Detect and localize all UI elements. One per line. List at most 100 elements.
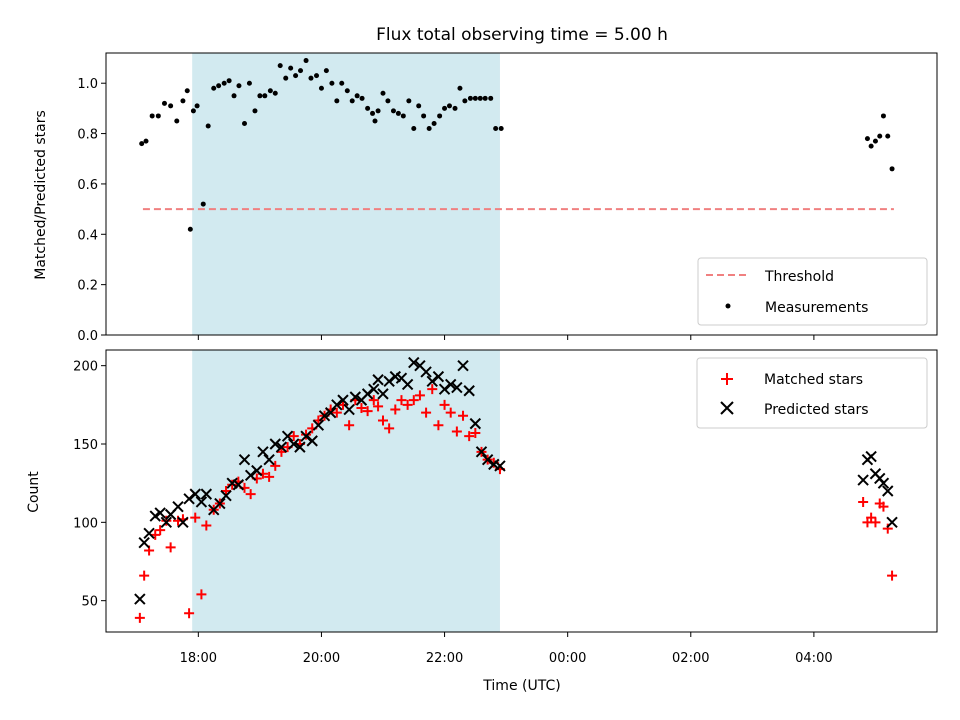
matched-star-point [445, 407, 456, 418]
top-y-tick-label: 0.6 [77, 178, 98, 193]
measurement-point [187, 226, 193, 232]
measurement-point [359, 95, 365, 101]
measurement-point [143, 138, 149, 144]
predicted-star-point [275, 441, 288, 453]
measurement-point [452, 105, 458, 111]
top-y-tick-label: 0.8 [77, 128, 98, 143]
measurement-point [349, 98, 355, 104]
predicted-star-point [281, 430, 294, 442]
measurement-point [236, 83, 242, 89]
matched-star-point [439, 399, 450, 410]
measurement-point [139, 141, 145, 147]
measurement-point [242, 121, 247, 126]
predicted-star-point [177, 516, 189, 529]
matched-star-point [270, 460, 281, 471]
x-tick-label: 02:00 [672, 651, 709, 666]
x-tick-label: 20:00 [303, 651, 340, 666]
predicted-star-point [361, 388, 374, 400]
measurement-point [354, 93, 360, 99]
predicted-star-point [882, 485, 894, 497]
measurement-point [477, 95, 483, 101]
measurement-point [372, 118, 378, 124]
bottom-legend-box [696, 357, 928, 429]
measurement-point [365, 105, 371, 111]
predicted-star-point [312, 419, 325, 431]
predicted-star-point [377, 388, 389, 400]
predicted-star-point [865, 450, 877, 463]
predicted-star-point [475, 446, 488, 458]
matched-star-point [464, 431, 475, 442]
predicted-star-point [288, 438, 300, 450]
measurement-point [226, 78, 232, 84]
measurement-point [298, 68, 304, 74]
measurement-point [246, 80, 252, 86]
measurement-point [231, 93, 237, 99]
matched-star-point [373, 401, 384, 412]
measurement-point [406, 98, 412, 104]
predicted-star-point [445, 378, 457, 391]
measurement-point [283, 75, 289, 81]
matched-star-point [155, 525, 166, 536]
predicted-star-point [857, 474, 869, 486]
measurement-point [277, 63, 283, 69]
measurement-point [184, 88, 190, 94]
matched-star-point [433, 420, 444, 431]
top-y-axis-label: Matched/Predicted stars [33, 110, 49, 280]
x-tick-label: 00:00 [549, 651, 586, 666]
top-y-tick-label: 0.2 [77, 279, 98, 294]
bottom-y-axis-label: Count [26, 471, 42, 513]
matched-star-point [368, 395, 379, 406]
measurement-point [314, 73, 320, 79]
predicted-star-point [160, 516, 173, 529]
top-y-tick-label: 1.0 [77, 77, 98, 92]
measurement-point [488, 95, 494, 101]
measurement-point [174, 118, 180, 124]
measurement-point [303, 58, 309, 64]
bottom-axis-ticks: 50 100 150 200 18:00 20:00 22:00 00:00 02:00 04:0… [73, 360, 832, 666]
measurement-point [194, 103, 200, 109]
predicted-star-point [349, 391, 362, 403]
measurement-point [211, 85, 217, 91]
measurement-point [880, 113, 886, 119]
matched-star-point [408, 395, 419, 406]
predicted-star-point [172, 500, 184, 513]
predicted-star-point [469, 417, 482, 430]
predicted-star-point [195, 496, 208, 508]
matched-star-point [451, 426, 462, 437]
predicted-star-point [232, 479, 245, 491]
measurement-point [252, 108, 258, 114]
measurement-point [482, 95, 488, 101]
matched-star-point [196, 589, 207, 600]
measurement-point [872, 138, 878, 144]
bottom-observing-span [192, 350, 500, 632]
chart-title: Flux total observing time = 5.00 h [376, 25, 668, 45]
predicted-star-point [337, 394, 349, 406]
measurement-point [339, 80, 345, 86]
measurement-point [400, 113, 406, 119]
bottom-y-tick-label: 100 [73, 516, 98, 531]
predicted-star-point [886, 516, 898, 529]
top-axis-ticks: 0.0 0.2 0.4 0.6 0.8 1.0 [77, 77, 815, 344]
x-tick-label: 22:00 [426, 651, 463, 666]
measurement-point [457, 85, 463, 91]
measurement-point [293, 73, 299, 79]
matched-star-point [427, 384, 438, 395]
top-legend: Threshold Measurements [697, 257, 928, 326]
measurement-point [493, 126, 499, 132]
measurement-point [190, 108, 196, 114]
matched-star-point [301, 429, 312, 440]
matched-star-point [201, 520, 212, 531]
measurement-point [329, 80, 335, 86]
legend-matched-label: Matched stars [764, 372, 863, 388]
measurement-point [446, 103, 452, 109]
predicted-star-point [438, 383, 451, 395]
matched-star-point [470, 428, 481, 439]
predicted-star-point [269, 438, 281, 450]
predicted-star-point [408, 356, 420, 369]
predicted-star-point [331, 399, 343, 411]
matched-star-point [245, 489, 256, 500]
predicted-star-point [263, 453, 275, 466]
predicted-star-point [220, 489, 232, 502]
measurement-point [149, 113, 155, 119]
matched-star-point [414, 390, 425, 401]
